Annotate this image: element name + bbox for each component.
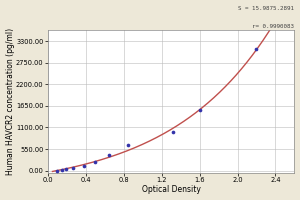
X-axis label: Optical Density: Optical Density <box>142 185 200 194</box>
Point <box>82 164 87 167</box>
Point <box>254 48 259 51</box>
Point <box>55 169 60 172</box>
Point <box>171 130 176 133</box>
Point <box>126 143 131 147</box>
Point <box>107 154 112 157</box>
Y-axis label: Human HAVCR2 concentration (pg/ml): Human HAVCR2 concentration (pg/ml) <box>6 27 15 175</box>
Point <box>64 168 69 171</box>
Point <box>71 167 76 170</box>
Point <box>59 168 64 172</box>
Text: r= 0.9990083: r= 0.9990083 <box>252 24 294 29</box>
Point <box>197 109 202 112</box>
Point <box>93 160 98 163</box>
Text: S = 15.9875.2891: S = 15.9875.2891 <box>238 6 294 11</box>
